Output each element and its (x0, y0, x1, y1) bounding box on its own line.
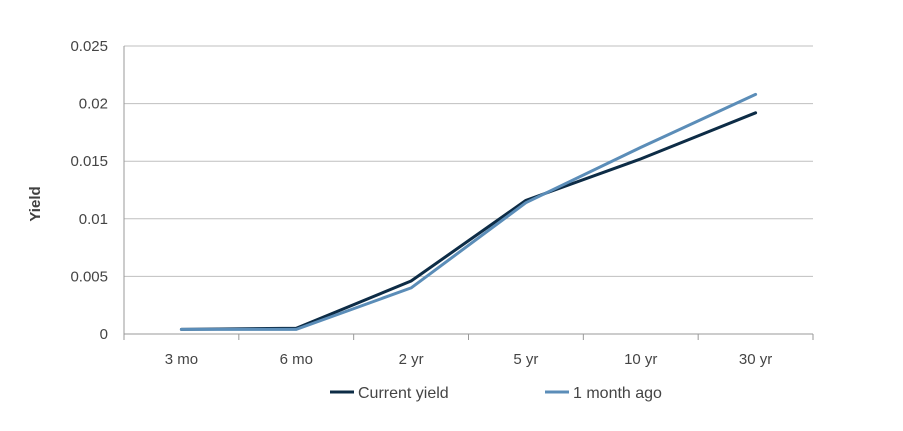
x-tick-label: 5 yr (513, 351, 538, 368)
x-tick-label: 2 yr (399, 351, 424, 368)
legend: Current yield 1 month ago (330, 385, 662, 402)
y-axis: 0 0.005 0.01 0.015 0.02 0.025 (70, 38, 125, 343)
y-tick-label: 0.005 (70, 268, 108, 285)
x-tick-label: 3 mo (165, 351, 198, 368)
legend-label: Current yield (358, 385, 449, 402)
series-lines (179, 92, 758, 331)
series-line-current-yield (179, 111, 758, 331)
y-tick-label: 0.025 (70, 38, 108, 55)
x-tick-label: 10 yr (624, 351, 657, 368)
x-tick-label: 6 mo (280, 351, 313, 368)
y-tick-label: 0.02 (79, 96, 108, 113)
y-axis-title: Yield (27, 186, 44, 221)
x-axis: 3 mo 6 mo 2 yr 5 yr 10 yr 30 yr (123, 334, 814, 368)
x-tick-label: 30 yr (739, 351, 772, 368)
y-tick-label: 0.01 (79, 211, 108, 228)
y-tick-label: 0.015 (70, 153, 108, 170)
gridlines (124, 45, 813, 335)
series-line-one-month-ago (179, 92, 758, 331)
legend-label: 1 month ago (573, 385, 662, 402)
y-tick-label: 0 (100, 326, 108, 343)
